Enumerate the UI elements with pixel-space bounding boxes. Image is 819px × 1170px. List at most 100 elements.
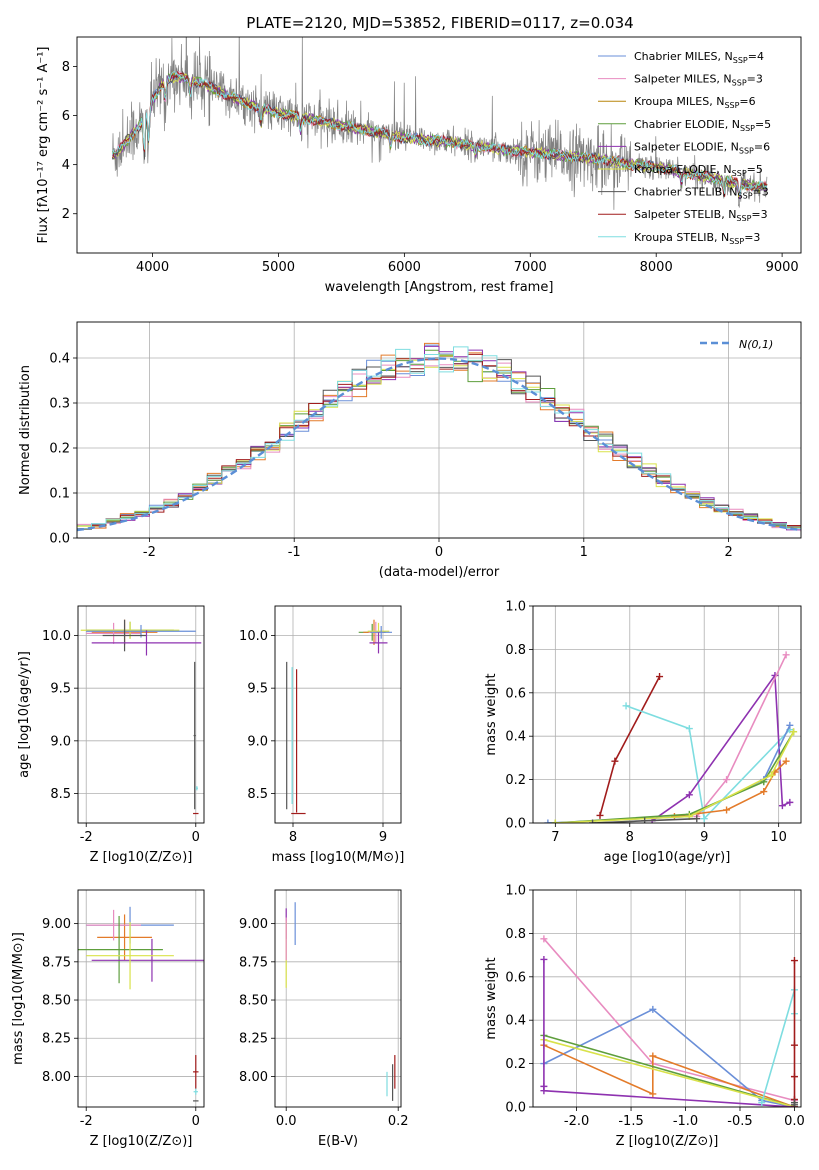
plus-marker — [685, 725, 693, 733]
plus-marker — [790, 957, 798, 965]
plus-marker — [758, 1099, 766, 1107]
y-tick-label: 10.0 — [239, 629, 268, 644]
legend-suffix: =4 — [748, 50, 764, 63]
legend-suffix: =3 — [751, 208, 767, 221]
x-tick-label: -1 — [288, 545, 301, 560]
y-tick-label: 10.0 — [42, 629, 71, 644]
legend-suffix: =6 — [754, 140, 770, 153]
plus-marker — [544, 819, 552, 823]
y-tick-label: 0.0 — [505, 1101, 526, 1116]
plus-marker — [790, 1073, 798, 1081]
y-tick-label: 0.4 — [505, 730, 526, 745]
x-axis-label: Z [log10(Z/Z⊙)] — [90, 1134, 193, 1149]
legend-entry: Chabrier MILES, NSSP=4 — [634, 50, 764, 65]
x-tick-label: 8000 — [640, 260, 673, 275]
y-tick-label: 8.00 — [239, 1070, 268, 1085]
weight-series-8 — [790, 1099, 798, 1107]
legend-name: Salpeter MILES, N — [634, 73, 732, 86]
x-tick-label: 5000 — [262, 260, 295, 275]
legend-suffix: =3 — [753, 186, 769, 199]
y-tick-label: 2 — [62, 207, 70, 222]
legend-name: Chabrier MILES, N — [634, 50, 733, 63]
axes-residuals: -2 -1 0 1 2 0.0 0.1 0.2 0.3 0.4 (data-model)/error… — [18, 321, 802, 580]
y-axis-label: age [log10(age/yr)] — [17, 651, 32, 778]
legend-name: Kroupa ELODIE, N — [634, 163, 732, 176]
y-tick-label: 8.00 — [42, 1070, 71, 1085]
y-tick-label: 0.2 — [505, 773, 526, 788]
plus-marker — [589, 819, 597, 823]
weight-series-0 — [540, 935, 798, 1104]
errorbar-point-5 — [102, 619, 147, 652]
model-spectrum-8 — [111, 71, 768, 197]
y-tick-label: 9.00 — [239, 917, 268, 932]
y-tick-label: 8.50 — [239, 994, 268, 1009]
plus-marker — [641, 817, 649, 823]
y-tick-label: 0.8 — [505, 643, 526, 658]
axes-frame — [532, 605, 802, 824]
legend-entry: Kroupa MILES, NSSP=6 — [634, 95, 756, 110]
weight-line — [543, 938, 795, 1102]
y-tick-label: 4 — [62, 158, 70, 173]
weight-series-0 — [596, 673, 664, 819]
plus-marker — [790, 1041, 798, 1049]
x-tick-label: -2 — [80, 1114, 93, 1129]
x-tick-label: -0.5 — [727, 1114, 752, 1129]
axes-frame — [77, 605, 205, 824]
y-tick-label: 9.0 — [50, 734, 71, 749]
plus-marker — [786, 798, 794, 806]
axes-frame — [274, 605, 402, 824]
errorbar-point-4 — [370, 626, 392, 639]
y-tick-label: 0.0 — [49, 532, 70, 547]
axes-mass_vs_EBV: 0.0 0.2 8.00 8.25 8.50 8.75 9.00 E(B-V) — [239, 889, 409, 1149]
weight-line — [555, 731, 795, 823]
errorbar-point-3 — [78, 915, 163, 984]
x-axis-label: wavelength [Angstrom, rest frame] — [325, 280, 554, 295]
x-tick-label: 10 — [770, 830, 787, 845]
x-tick-label: -2.0 — [564, 1114, 589, 1129]
legend-entry: Salpeter ELODIE, NSSP=6 — [634, 140, 770, 155]
y-axis-label: mass weight — [484, 673, 499, 755]
axes-mass_vs_Z: -2 0 8.00 8.25 8.50 8.75 9.00 Z [log10(Z/Z⊙)] ma… — [11, 889, 205, 1149]
weight-line — [761, 989, 796, 1103]
plot-area-massweight_vs_Z — [540, 935, 798, 1107]
x-tick-label: 9 — [379, 830, 387, 845]
weight-line — [543, 1008, 795, 1107]
weight-series-8 — [589, 815, 701, 823]
legend-entry: N(0,1) — [739, 338, 773, 351]
legend-suffix: =3 — [744, 231, 760, 244]
y-tick-label: 0.4 — [505, 1014, 526, 1029]
errorbar-point-2 — [86, 622, 141, 644]
weight-series-3 — [693, 651, 790, 820]
y-tick-label: 8 — [62, 60, 70, 75]
legend-name: Kroupa MILES, N — [634, 95, 724, 108]
y-tick-label: 0.2 — [49, 442, 70, 457]
legend-suffix: =5 — [755, 118, 771, 131]
y-axis-label: Flux [fλ10⁻¹⁷ erg cm⁻² s⁻¹ A⁻¹] — [36, 47, 51, 244]
plus-marker — [540, 955, 548, 963]
errorbar-point-6 — [91, 630, 202, 656]
x-axis-label: (data-model)/error — [379, 565, 500, 580]
legend-suffix: =3 — [747, 73, 763, 86]
weight-series-7 — [551, 728, 798, 823]
weight-line — [543, 1038, 795, 1107]
weight-line — [555, 731, 795, 823]
plus-marker — [767, 771, 775, 779]
y-tick-label: 0.0 — [505, 817, 526, 832]
legend-sub: SSP — [732, 79, 747, 88]
y-tick-label: 8.75 — [42, 955, 71, 970]
x-tick-label: 6000 — [388, 260, 421, 275]
legend-sub: SSP — [736, 214, 751, 223]
axes-frame — [77, 889, 205, 1108]
legend-entry: Chabrier STELIB, NSSP=3 — [634, 186, 769, 201]
plus-marker — [649, 1052, 657, 1060]
plus-marker — [611, 757, 619, 765]
plus-marker — [551, 819, 559, 823]
x-tick-label: -2 — [143, 545, 156, 560]
x-axis-label: age [log10(age/yr)] — [604, 850, 731, 865]
plot-area-mass_vs_Z — [78, 906, 204, 1102]
x-tick-label: -1.0 — [673, 1114, 698, 1129]
x-tick-label: 0.0 — [784, 1114, 805, 1129]
x-tick-label: 7 — [551, 830, 559, 845]
y-tick-label: 1.0 — [505, 600, 526, 615]
errorbar-point-8 — [193, 1088, 198, 1095]
